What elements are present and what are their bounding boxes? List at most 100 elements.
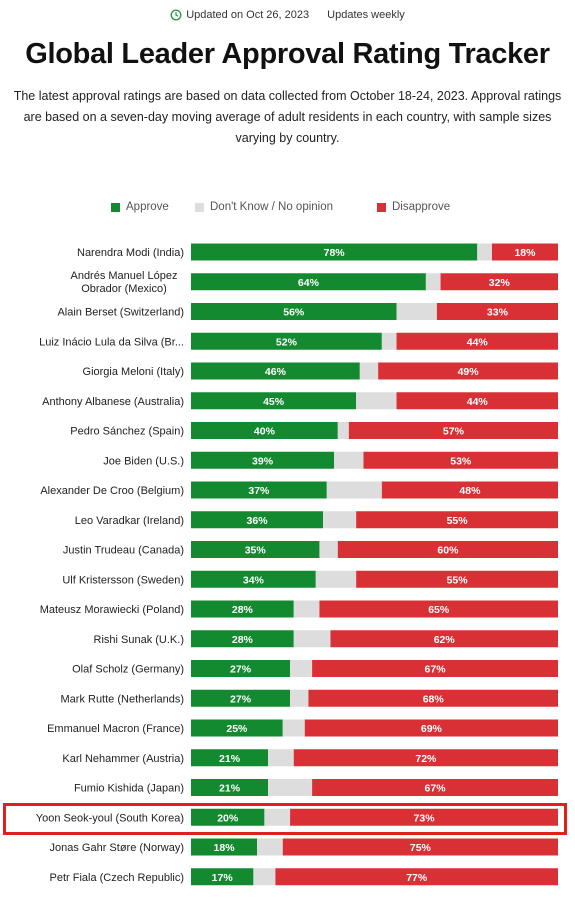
bar-disapprove	[337, 541, 558, 558]
bar-dontknow	[257, 838, 283, 856]
legend-label-dontknow: Don't Know / No opinion	[210, 201, 334, 213]
value-label-disapprove: 72%	[415, 753, 437, 765]
bar-disapprove	[275, 868, 558, 886]
legend-disapprove: Disapprove	[377, 201, 450, 213]
value-label-disapprove: 18%	[514, 247, 536, 259]
leader-label: Anthony Albanese (Australia)	[42, 396, 184, 408]
legend-approve: Approve	[111, 201, 169, 213]
bar-dontknow	[290, 689, 309, 707]
leader-label: Narendra Modi (India)	[77, 247, 184, 259]
bar-dontknow	[356, 392, 397, 410]
bar-dontknow	[359, 362, 379, 380]
value-label-disapprove: 73%	[414, 812, 436, 824]
leader-label: Rishi Sunak (U.K.)	[94, 634, 184, 646]
bar-dontknow	[323, 511, 357, 529]
leader-label: Mateusz Morawiecki (Poland)	[40, 604, 184, 616]
value-label-approve: 45%	[263, 396, 285, 408]
bar-dontknow	[264, 808, 291, 826]
bar-dontknow	[315, 570, 357, 588]
value-label-disapprove: 49%	[458, 366, 480, 378]
leader-label: Petr Fiala (Czech Republic)	[50, 872, 185, 884]
leader-label: Mark Rutte (Netherlands)	[61, 693, 185, 705]
bar-disapprove	[378, 362, 558, 380]
value-label-disapprove: 77%	[406, 872, 428, 884]
bar-approve	[191, 689, 291, 707]
bar-dontknow	[334, 451, 364, 469]
bar-disapprove	[440, 273, 558, 291]
bar-disapprove	[363, 451, 558, 469]
value-label-approve: 52%	[276, 336, 298, 348]
leader-label: Joe Biden (U.S.)	[103, 455, 184, 467]
value-label-approve: 35%	[245, 545, 267, 557]
bar-approve	[191, 719, 283, 737]
leader-label: Ulf Kristersson (Sweden)	[62, 574, 184, 586]
bar-approve	[191, 392, 357, 410]
value-label-disapprove: 53%	[450, 455, 472, 467]
value-label-disapprove: 57%	[443, 426, 465, 438]
value-label-approve: 37%	[248, 485, 270, 497]
value-label-disapprove: 44%	[467, 336, 489, 348]
leader-label: Pedro Sánchez (Spain)	[70, 426, 184, 438]
bar-approve	[191, 779, 269, 796]
bar-dontknow	[282, 719, 305, 737]
value-label-approve: 21%	[219, 783, 241, 795]
value-label-disapprove: 32%	[489, 277, 511, 289]
bar-approve	[191, 303, 397, 320]
value-label-approve: 36%	[247, 515, 269, 527]
bar-approve	[191, 749, 269, 767]
leader-label: Andrés Manuel López Obrador (Mexico)	[70, 270, 177, 295]
value-label-approve: 64%	[298, 277, 320, 289]
value-label-approve: 78%	[324, 247, 346, 259]
value-label-disapprove: 69%	[421, 723, 443, 735]
value-label-approve: 27%	[230, 693, 252, 705]
value-label-disapprove: 55%	[447, 574, 469, 586]
value-label-approve: 25%	[226, 723, 248, 735]
update-frequency: Updates weekly	[327, 9, 405, 21]
leader-label: Karl Nehammer (Austria)	[62, 753, 184, 765]
page-title: Global Leader Approval Rating Tracker	[25, 38, 550, 70]
bar-approve	[191, 362, 360, 380]
bar-disapprove	[491, 243, 558, 261]
value-label-approve: 18%	[214, 842, 236, 854]
bar-disapprove	[436, 303, 558, 320]
bar-disapprove	[312, 660, 558, 677]
value-label-approve: 34%	[243, 574, 265, 586]
legend-swatch-dontknow	[195, 202, 204, 212]
bar-approve	[191, 511, 324, 529]
bar-approve	[191, 273, 426, 291]
leader-label: Fumio Kishida (Japan)	[74, 783, 184, 795]
page-subtitle: The latest approval ratings are based on…	[13, 89, 562, 145]
leader-label: Leo Varadkar (Ireland)	[75, 515, 184, 527]
value-label-approve: 40%	[254, 426, 276, 438]
bar-dontknow	[268, 749, 294, 767]
value-label-disapprove: 62%	[434, 634, 456, 646]
bar-disapprove	[356, 511, 558, 529]
value-label-disapprove: 65%	[428, 604, 450, 616]
legend-swatch-approve	[111, 202, 120, 212]
bar-disapprove	[396, 392, 558, 410]
value-label-disapprove: 33%	[487, 307, 509, 319]
leader-label: Alain Berset (Switzerland)	[57, 307, 184, 319]
value-label-approve: 20%	[217, 812, 239, 824]
bar-disapprove	[330, 630, 558, 648]
value-label-disapprove: 48%	[459, 485, 481, 497]
bar-disapprove	[293, 749, 558, 767]
bar-dontknow	[290, 660, 313, 677]
leader-label: Emmanuel Macron (France)	[47, 723, 184, 735]
value-label-disapprove: 68%	[423, 693, 445, 705]
value-label-disapprove: 67%	[425, 664, 447, 676]
bar-approve	[191, 570, 316, 588]
bar-approve	[191, 243, 478, 261]
bar-approve	[191, 808, 265, 826]
leader-label: Giorgia Meloni (Italy)	[83, 366, 184, 378]
leader-label-line: Andrés Manuel López	[70, 270, 177, 282]
updated-date: Updated on Oct 26, 2023	[186, 9, 310, 21]
bar-dontknow	[337, 422, 349, 439]
bar-disapprove	[308, 689, 558, 707]
bar-disapprove	[312, 779, 558, 796]
bar-disapprove	[304, 719, 558, 737]
value-label-approve: 46%	[265, 366, 287, 378]
value-label-approve: 27%	[230, 664, 252, 676]
bar-approve	[191, 838, 258, 856]
